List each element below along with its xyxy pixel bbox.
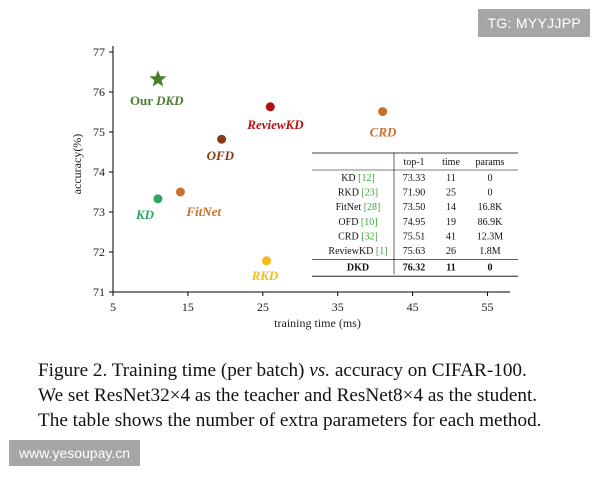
table-cell-method: CRD [32]: [338, 231, 378, 242]
label-rkd: RKD: [251, 268, 279, 283]
table-cell-time: 25: [446, 188, 456, 199]
table-header: time: [442, 157, 460, 168]
table-cell-params: 1.8M: [479, 246, 501, 257]
label-crd: CRD: [370, 125, 397, 140]
table-header: top-1: [403, 157, 424, 168]
x-axis-title: training time (ms): [274, 316, 361, 330]
caption-line-1: Figure 2. Training time (per batch) vs. …: [38, 360, 527, 381]
results-table: top-1 time params KD [12] 73.33 11 0 RKD [23] 71…: [312, 152, 518, 277]
point-our-dkd: [149, 70, 167, 87]
table-cell-top1: 73.33: [403, 173, 426, 184]
table-cell-params: 0: [488, 173, 493, 184]
x-tick-label: 15: [182, 300, 194, 314]
table-cell-top1: 75.51: [403, 231, 426, 242]
x-tick-label: 5: [110, 300, 116, 314]
caption-line-3: The table shows the number of extra para…: [38, 410, 542, 431]
table-cell-params: 0: [488, 188, 493, 199]
point-crd: [378, 107, 388, 117]
point-fitnet: [175, 187, 185, 197]
point-ofd: [217, 134, 227, 144]
x-tick-label: 35: [332, 300, 344, 314]
table-cell-method: DKD: [347, 263, 369, 274]
label-ofd: OFD: [207, 148, 235, 163]
table-cell-top1: 73.50: [403, 202, 426, 213]
y-tick-label: 72: [93, 245, 105, 259]
y-tick-label: 75: [93, 125, 105, 139]
label-reviewkd: ReviewKD: [246, 117, 304, 132]
x-tick-label: 55: [482, 300, 494, 314]
x-tick-label: 25: [257, 300, 269, 314]
label-kd: KD: [135, 207, 155, 222]
table-cell-params: 0: [488, 263, 493, 274]
table-cell-params: 86.9K: [478, 217, 504, 228]
caption-line-2: We set ResNet32×4 as the teacher and Res…: [38, 385, 538, 406]
table-cell-time: 19: [446, 217, 456, 228]
y-tick-label: 74: [93, 165, 105, 179]
watermark-top: TG: MYYJJPP: [478, 9, 590, 37]
label-our-dkd: Our DKD: [130, 93, 184, 108]
chart-ticks: 71 72 73 74 75 76 77 5 15 25 35 45 55: [93, 45, 494, 314]
figure-caption: Figure 2. Training time (per batch) vs. …: [38, 358, 578, 433]
table-cell-time: 41: [446, 231, 456, 242]
table-cell-time: 11: [446, 173, 456, 184]
table-cell-params: 16.8K: [478, 202, 504, 213]
point-rkd: [262, 256, 272, 266]
point-kd: [153, 194, 163, 204]
y-tick-label: 76: [93, 85, 105, 99]
table-cell-top1: 75.63: [403, 246, 426, 257]
chart-axes: training time (ms) accuracy(%): [70, 46, 510, 330]
y-tick-label: 71: [93, 285, 105, 299]
point-reviewkd: [265, 102, 275, 112]
table-cell-time: 11: [446, 263, 455, 274]
watermark-bottom: www.yesoupay.cn: [9, 440, 141, 466]
table-cell-top1: 71.90: [403, 188, 426, 199]
table-cell-method: KD [12]: [341, 173, 375, 184]
table-cell-time: 26: [446, 246, 456, 257]
accuracy-vs-time-chart: training time (ms) accuracy(%) 71 72 73 74 75…: [70, 45, 518, 330]
table-cell-method: RKD [23]: [338, 188, 378, 199]
label-fitnet: FitNet: [185, 204, 221, 219]
table-cell-method: OFD [10]: [338, 217, 377, 228]
x-tick-label: 45: [407, 300, 419, 314]
table-cell-params: 12.3M: [477, 231, 504, 242]
y-tick-label: 77: [93, 45, 105, 59]
table-cell-top1: 74.95: [403, 217, 426, 228]
table-cell-method: ReviewKD [1]: [328, 246, 387, 257]
table-cell-method: FitNet [28]: [336, 202, 381, 213]
y-axis-title: accuracy(%): [70, 134, 84, 195]
table-cell-top1: 76.32: [403, 263, 426, 274]
chart-points: KD FitNet OFD ReviewKD CRD RKD Our DKD: [130, 70, 397, 283]
y-tick-label: 73: [93, 205, 105, 219]
table-cell-time: 14: [446, 202, 456, 213]
table-header: params: [476, 157, 505, 168]
